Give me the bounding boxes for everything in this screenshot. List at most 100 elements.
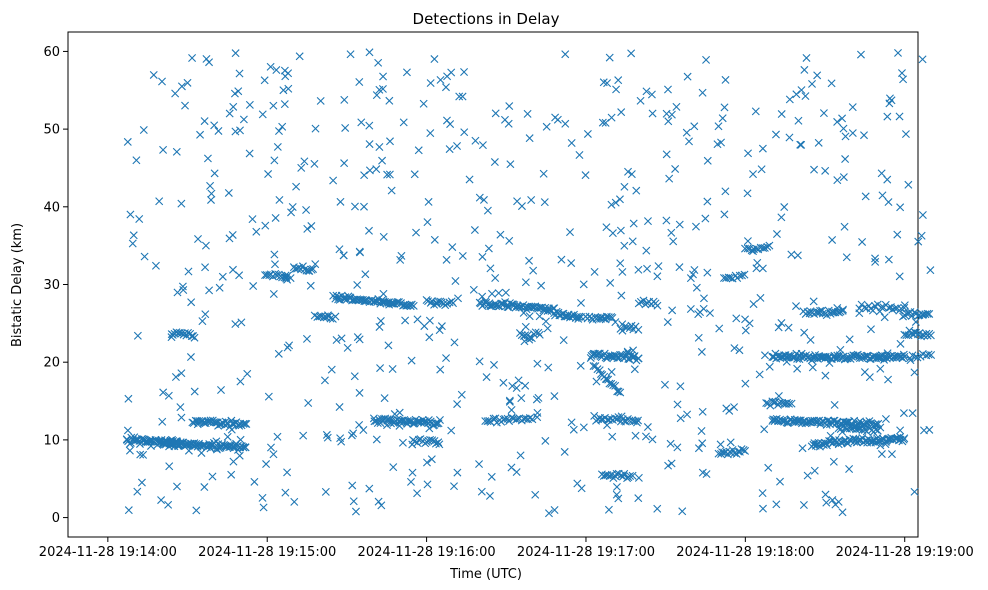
detection-point <box>200 117 209 126</box>
detection-point <box>385 96 394 105</box>
detection-point <box>310 159 319 168</box>
detection-point <box>283 468 292 477</box>
detection-point <box>478 141 487 150</box>
detection-point <box>913 353 922 362</box>
detection-point <box>517 394 526 403</box>
detection-point <box>487 472 496 481</box>
detection-point <box>689 270 698 279</box>
detection-point <box>839 173 848 182</box>
detection-point <box>521 331 530 340</box>
detection-point <box>389 299 398 308</box>
detection-point <box>900 434 909 443</box>
detection-point <box>479 195 488 204</box>
detection-point <box>506 160 515 169</box>
detection-point <box>559 336 568 345</box>
detection-point <box>231 127 240 136</box>
detection-point <box>612 482 621 491</box>
detection-point <box>355 420 364 429</box>
detection-point <box>483 206 492 215</box>
detection-point <box>458 92 467 101</box>
detection-point <box>295 52 304 61</box>
detection-point <box>663 85 672 94</box>
detection-point <box>895 112 904 121</box>
detection-point <box>450 482 459 491</box>
scatter-points <box>122 48 936 518</box>
detection-point <box>802 53 811 62</box>
detection-point <box>355 78 364 86</box>
detection-point <box>692 283 701 292</box>
detection-point <box>319 313 328 322</box>
detection-point <box>496 230 505 239</box>
detection-point <box>123 426 132 435</box>
detection-point <box>278 122 287 131</box>
detection-point <box>634 325 643 334</box>
detection-point <box>300 157 309 166</box>
detection-point <box>741 326 750 335</box>
detection-point <box>521 322 530 331</box>
detection-point <box>829 457 838 466</box>
detection-point <box>627 170 636 179</box>
detection-point <box>923 309 932 318</box>
detection-point <box>653 272 662 281</box>
detection-point <box>427 455 436 464</box>
detection-point <box>910 487 919 496</box>
detection-point <box>787 399 796 408</box>
detection-point <box>583 129 592 138</box>
detection-point <box>413 489 422 498</box>
detection-point <box>517 331 526 340</box>
detection-point <box>346 50 355 59</box>
detection-point <box>785 95 794 104</box>
detection-point <box>374 58 383 67</box>
detection-point <box>512 468 521 477</box>
detection-point <box>738 271 746 280</box>
detection-point <box>831 500 840 509</box>
detection-point <box>648 435 657 444</box>
detection-point <box>667 228 676 237</box>
detection-point <box>281 488 290 497</box>
detection-point <box>899 75 908 84</box>
detection-point <box>383 170 392 179</box>
detection-point <box>803 471 812 480</box>
detection-point <box>860 131 868 140</box>
detection-point <box>772 230 781 239</box>
detection-point <box>608 314 617 323</box>
detection-point <box>377 501 386 510</box>
detection-point <box>239 115 248 124</box>
detection-point <box>492 302 501 311</box>
detection-point <box>752 264 761 273</box>
detection-point <box>372 435 381 444</box>
detection-point <box>608 432 617 441</box>
detection-point <box>620 469 629 478</box>
detection-point <box>777 213 786 222</box>
detection-point <box>200 483 209 492</box>
detection-point <box>614 494 623 503</box>
detection-point <box>491 274 500 282</box>
detection-point <box>490 158 499 167</box>
detection-point <box>437 322 446 331</box>
detection-point <box>592 377 601 386</box>
detection-point <box>311 260 320 269</box>
detection-point <box>430 55 439 64</box>
detection-point <box>445 145 454 154</box>
detection-point <box>741 446 750 455</box>
detection-point <box>241 443 250 452</box>
detection-point <box>896 339 905 348</box>
detection-point <box>697 427 706 436</box>
detection-point <box>375 85 384 94</box>
detection-point <box>269 450 278 459</box>
detection-point <box>124 394 133 403</box>
detection-point <box>426 79 435 88</box>
detection-point <box>365 226 373 235</box>
detection-point <box>662 150 671 159</box>
detection-point <box>794 116 803 125</box>
detection-point <box>764 463 773 472</box>
detection-point <box>675 263 684 272</box>
detection-point <box>379 232 388 241</box>
detection-point <box>609 381 618 390</box>
detection-point <box>911 317 920 326</box>
detection-point <box>662 216 671 225</box>
detection-point <box>830 400 839 409</box>
detection-point <box>900 303 909 312</box>
detection-point <box>838 427 847 436</box>
detection-point <box>384 341 393 350</box>
